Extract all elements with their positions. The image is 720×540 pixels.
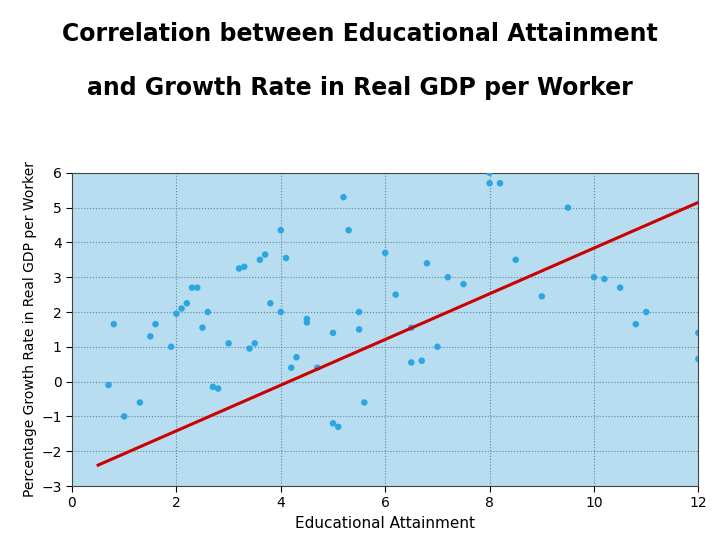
Point: [150, 320, 161, 328]
Point: [421, 259, 433, 268]
Point: [333, 422, 344, 431]
Point: [405, 358, 417, 367]
Point: [494, 179, 505, 187]
Point: [249, 339, 261, 348]
Point: [280, 254, 292, 262]
Point: [442, 273, 454, 281]
Point: [510, 255, 521, 264]
Point: [202, 308, 214, 316]
Point: [405, 323, 417, 332]
Point: [118, 412, 130, 421]
Point: [327, 419, 339, 428]
Point: [338, 193, 349, 201]
Point: [484, 179, 495, 187]
Point: [641, 308, 652, 316]
Point: [379, 248, 391, 257]
Point: [207, 382, 219, 391]
Point: [598, 275, 610, 284]
Point: [458, 280, 469, 288]
Point: [275, 308, 287, 316]
Point: [233, 264, 245, 273]
Point: [359, 398, 370, 407]
Point: [588, 273, 600, 281]
Point: [291, 353, 302, 362]
Point: [212, 384, 224, 393]
Point: [343, 226, 354, 234]
Point: [192, 284, 203, 292]
Point: [285, 363, 297, 372]
Point: [630, 320, 642, 328]
Point: [145, 332, 156, 341]
Point: [693, 355, 704, 363]
Point: [108, 320, 120, 328]
X-axis label: Educational Attainment: Educational Attainment: [295, 516, 475, 531]
Point: [171, 309, 182, 318]
Point: [390, 291, 402, 299]
Point: [416, 356, 428, 365]
Point: [134, 398, 145, 407]
Text: Correlation between Educational Attainment: Correlation between Educational Attainme…: [62, 22, 658, 45]
Point: [536, 292, 547, 301]
Point: [176, 304, 187, 313]
Point: [103, 381, 114, 389]
Point: [254, 255, 266, 264]
Point: [259, 250, 271, 259]
Point: [243, 344, 255, 353]
Point: [301, 315, 312, 323]
Point: [312, 363, 323, 372]
Point: [693, 328, 704, 337]
Point: [614, 284, 626, 292]
Point: [166, 342, 177, 351]
Point: [432, 342, 444, 351]
Point: [354, 325, 365, 334]
Point: [327, 328, 339, 337]
Text: and Growth Rate in Real GDP per Worker: and Growth Rate in Real GDP per Worker: [87, 76, 633, 99]
Y-axis label: Percentage Growth Rate in Real GDP per Worker: Percentage Growth Rate in Real GDP per W…: [23, 161, 37, 497]
Point: [484, 168, 495, 177]
Point: [238, 262, 250, 271]
Point: [562, 203, 574, 212]
Point: [301, 318, 312, 327]
Point: [223, 339, 235, 348]
Point: [354, 308, 365, 316]
Point: [275, 226, 287, 234]
Point: [265, 299, 276, 308]
Point: [186, 284, 198, 292]
Point: [181, 299, 193, 308]
Point: [197, 323, 208, 332]
